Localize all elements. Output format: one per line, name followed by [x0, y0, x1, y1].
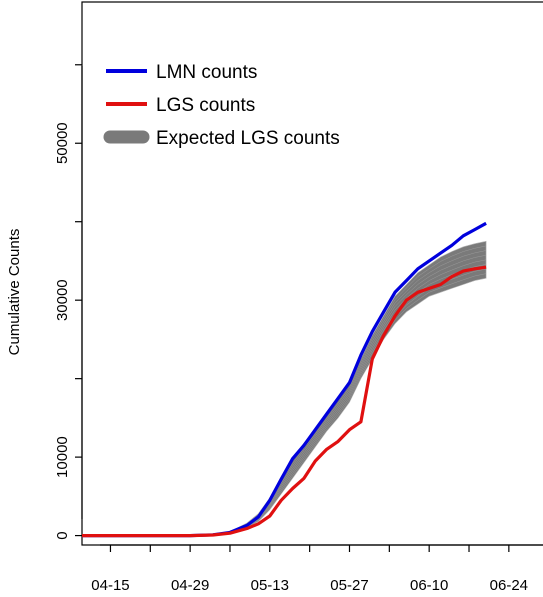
- x-tick-label: 05-27: [330, 577, 368, 594]
- x-tick-label: 05-13: [251, 577, 289, 594]
- legend-label-lgs: LGS counts: [156, 95, 255, 116]
- series-layer: [82, 221, 487, 538]
- y-axis-title: Cumulative Counts: [6, 229, 23, 356]
- legend: LMN counts LGS counts Expected LGS count…: [103, 62, 340, 149]
- y-tick-label: 0: [54, 531, 71, 539]
- expected-band-trace: [82, 259, 487, 536]
- y-tick-label: 30000: [54, 279, 71, 321]
- legend-label-lmn: LMN counts: [156, 62, 257, 83]
- y-tick-label: 50000: [54, 122, 71, 164]
- y-tick-label: 10000: [54, 436, 71, 478]
- legend-label-expected: Expected LGS counts: [156, 128, 340, 149]
- x-tick-label: 04-15: [91, 577, 129, 594]
- x-tick-label: 06-10: [410, 577, 448, 594]
- x-tick-label: 04-29: [171, 577, 209, 594]
- x-tick-label: 06-24: [490, 577, 528, 594]
- expected-band-trace: [82, 264, 487, 536]
- expected-band-layer: [82, 240, 487, 536]
- x-axis: 04-15 04-29 05-13 05-27 06-10 06-24: [91, 544, 543, 594]
- expected-band: [82, 240, 487, 536]
- y-axis: 0 10000 30000 50000: [54, 64, 83, 540]
- series-line-lgs: [82, 265, 487, 538]
